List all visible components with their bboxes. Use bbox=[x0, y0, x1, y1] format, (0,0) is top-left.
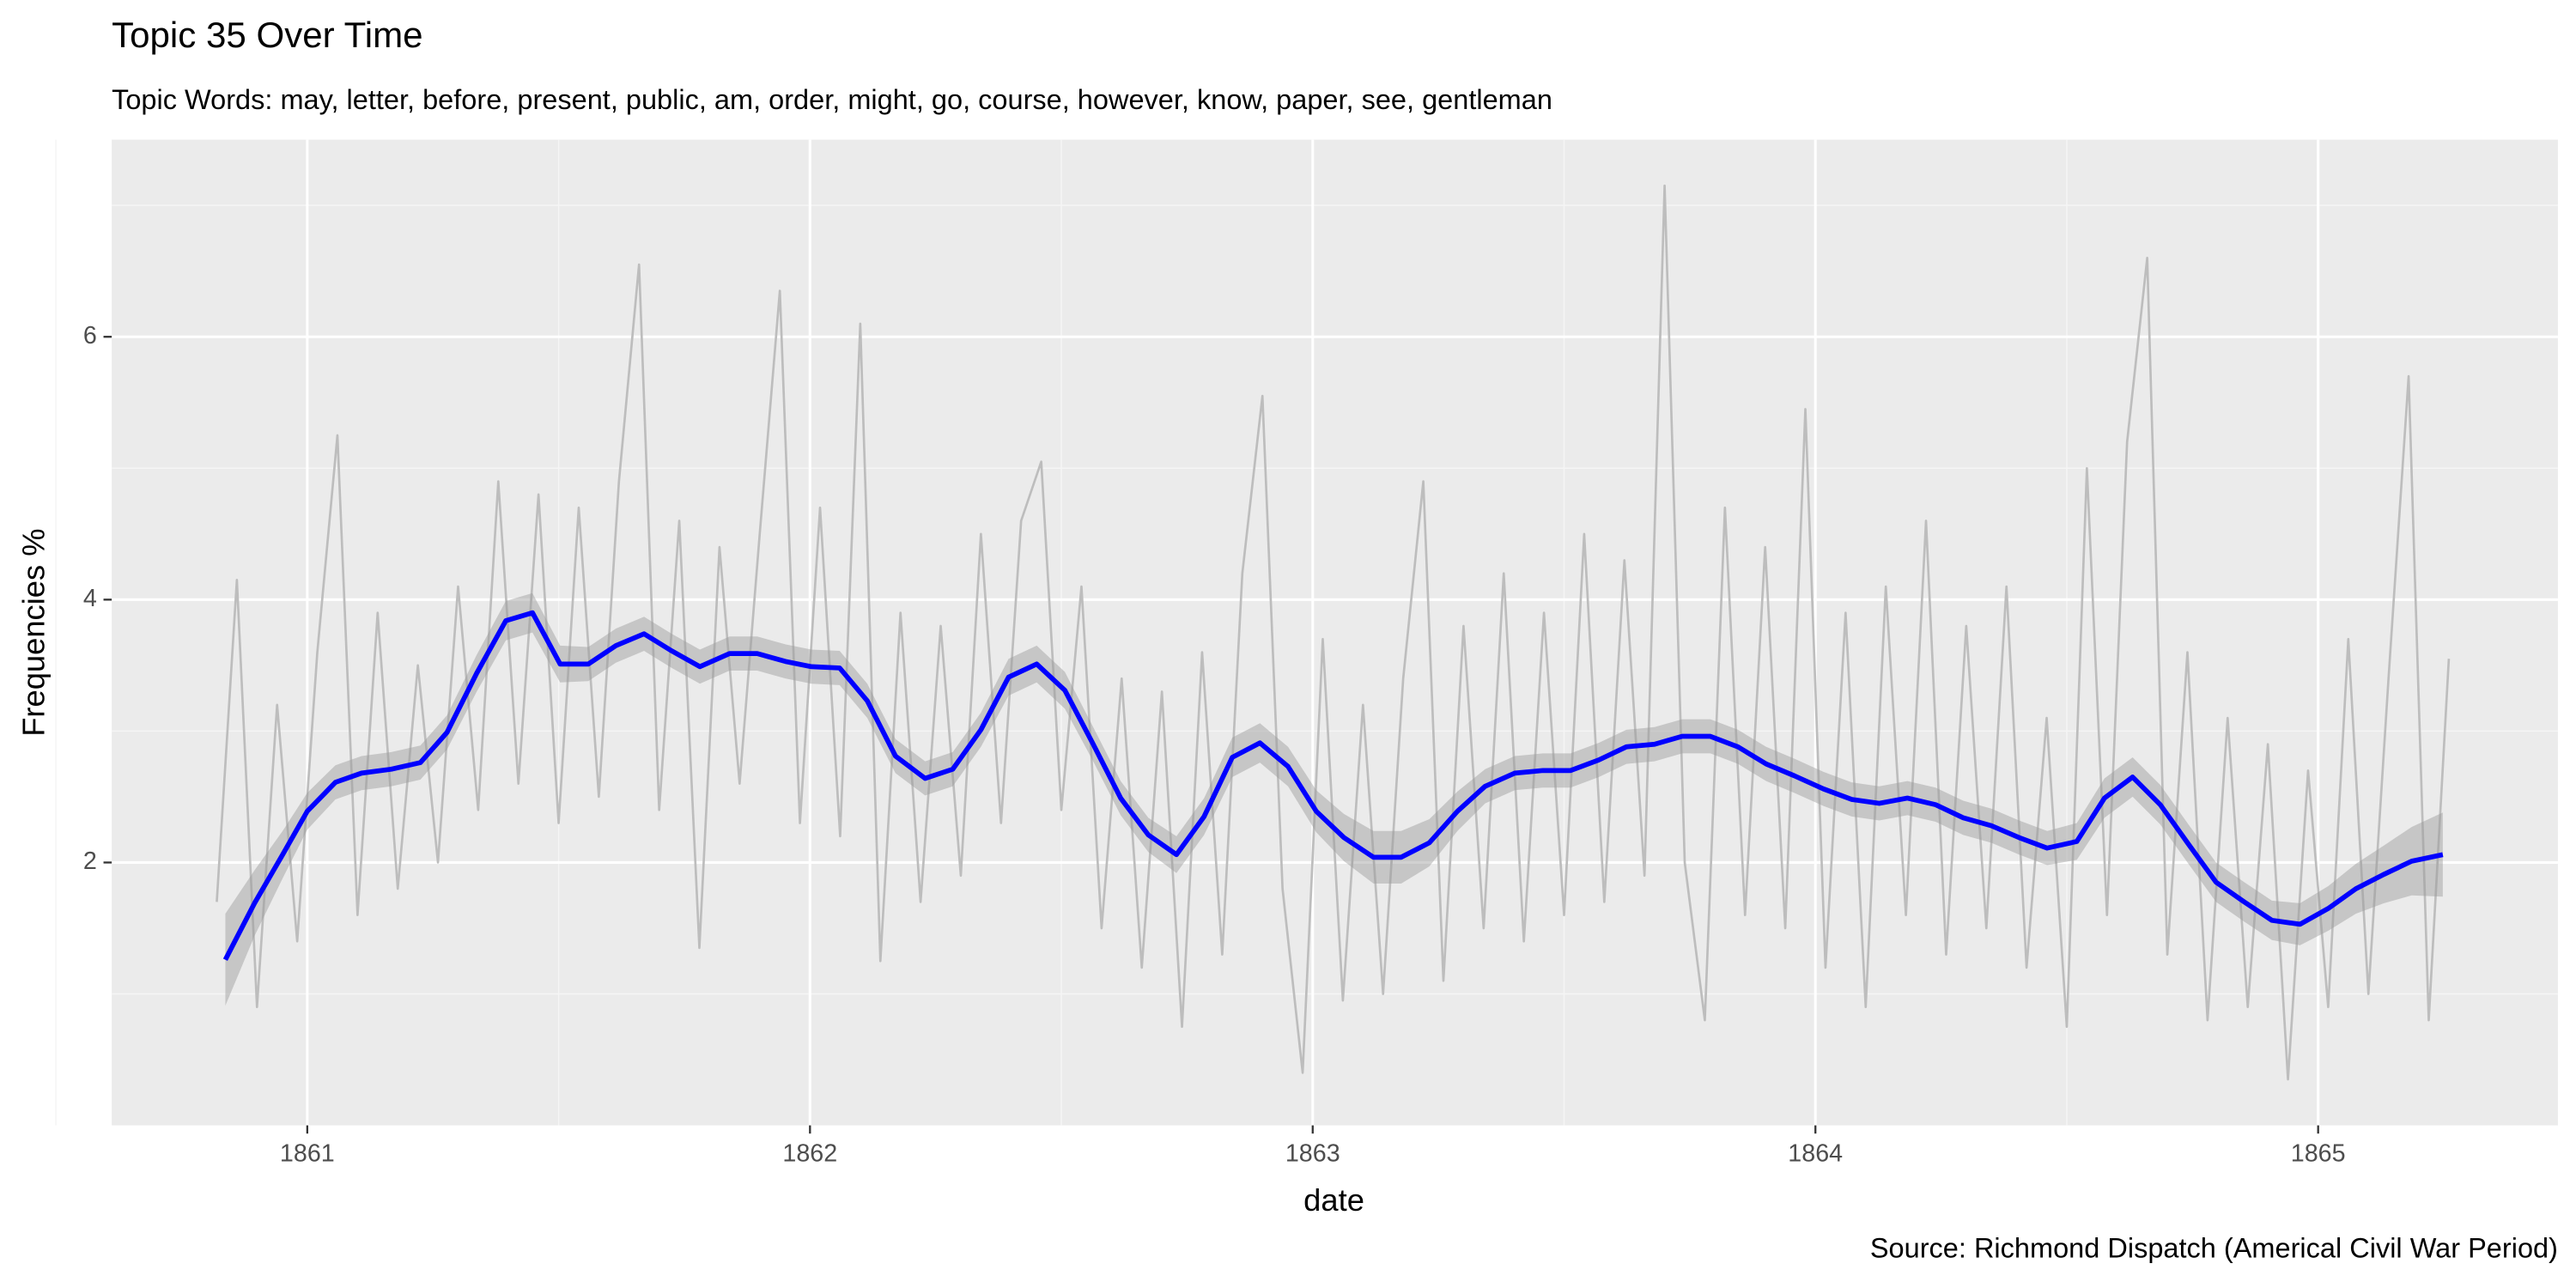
x-tick-label: 1865 bbox=[2291, 1140, 2346, 1168]
line bbox=[216, 184, 2451, 1081]
panel bbox=[112, 139, 2558, 1126]
y-tick-label: 6 bbox=[83, 322, 97, 349]
chart-title: Topic 35 Over Time bbox=[112, 15, 422, 55]
x-axis-title: date bbox=[1303, 1182, 1364, 1218]
chart-subtitle: Topic Words: may, letter, before, presen… bbox=[112, 84, 1552, 115]
x-tick-label: 1863 bbox=[1285, 1140, 1340, 1168]
x-tick-label: 1864 bbox=[1788, 1140, 1843, 1168]
caption: Source: Richmond Dispatch (Americal Civi… bbox=[1870, 1233, 2558, 1264]
y-axis-title: Frequencies % bbox=[16, 528, 52, 736]
line bbox=[222, 610, 2444, 962]
x-tick-label: 1861 bbox=[280, 1140, 335, 1168]
y-tick-label: 4 bbox=[83, 585, 97, 612]
x-tick-label: 1862 bbox=[782, 1140, 837, 1168]
y-tick-label: 2 bbox=[83, 848, 97, 875]
